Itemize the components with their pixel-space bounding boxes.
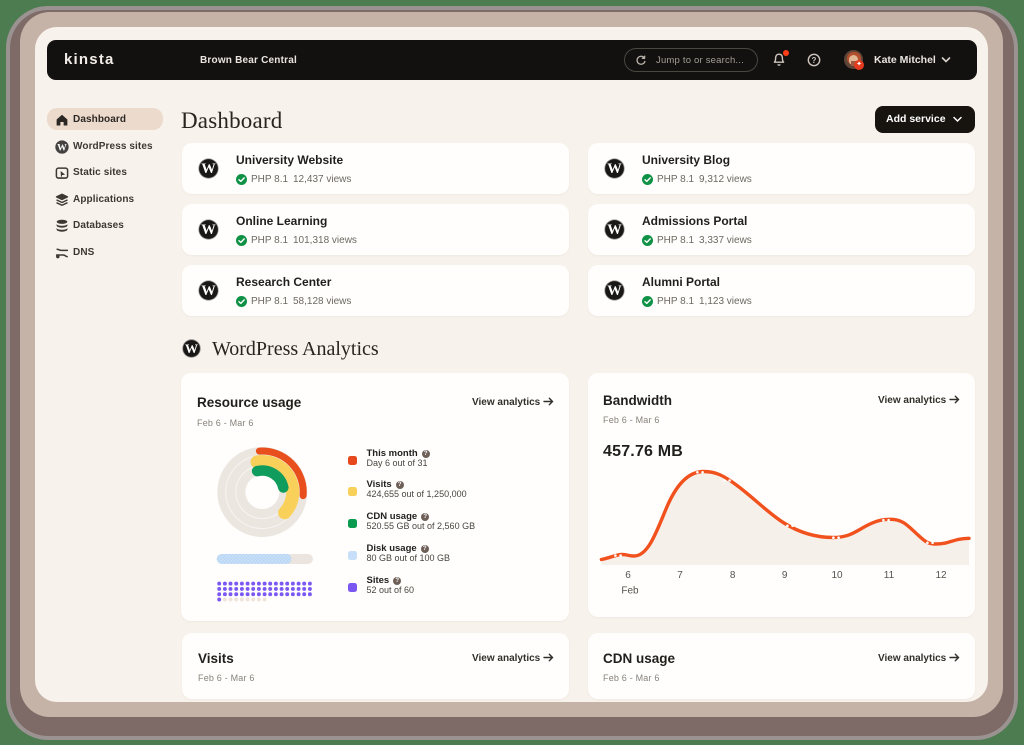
svg-text:W: W [607,161,622,177]
svg-text:W: W [201,161,216,177]
svg-text:Feb: Feb [621,586,639,597]
svg-text:11: 11 [884,570,895,581]
svg-text:W: W [201,222,216,238]
svg-text:W: W [201,283,216,299]
svg-text:10: 10 [831,570,843,581]
svg-text:W: W [607,283,622,299]
svg-text:9: 9 [782,570,788,581]
svg-text:12: 12 [935,570,947,581]
svg-text:8: 8 [730,570,736,581]
svg-text:7: 7 [677,570,683,581]
svg-text:W: W [185,341,198,356]
svg-text:6: 6 [625,570,631,581]
svg-text:?: ? [812,56,817,65]
svg-text:W: W [607,222,622,238]
svg-text:W: W [57,142,67,153]
